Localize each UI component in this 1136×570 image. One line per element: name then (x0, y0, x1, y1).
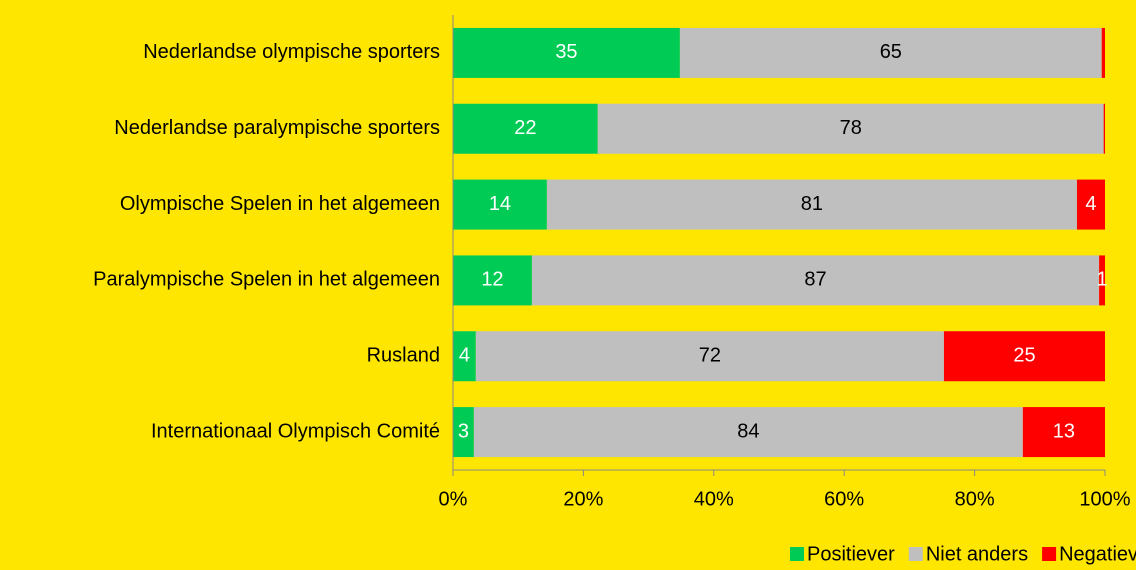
bar-segment (1103, 103, 1105, 154)
x-tick-label: 60% (824, 488, 864, 510)
x-tick-label: 0% (439, 488, 468, 510)
data-label: 4 (459, 345, 470, 367)
category-label: Olympische Spelen in het algemeen (120, 193, 440, 215)
bar-segment (1022, 407, 1105, 458)
x-tick-label: 100% (1079, 488, 1130, 510)
data-label: 1 (1097, 269, 1108, 291)
legend-swatch (790, 547, 804, 561)
bar-segment (1076, 179, 1105, 230)
bar-segment (473, 407, 1023, 458)
legend-swatch (908, 547, 923, 561)
data-label: 22 (514, 117, 536, 139)
data-label: 25 (1013, 345, 1035, 367)
bar-segment (597, 103, 1104, 154)
bar-segment (1101, 27, 1105, 78)
x-tick-label: 40% (694, 488, 734, 510)
category-label: Nederlandse olympische sporters (143, 41, 440, 63)
bar-segment (531, 255, 1100, 306)
bar-segment (453, 407, 474, 458)
data-label: 4 (1085, 193, 1096, 215)
x-tick-label: 20% (563, 488, 603, 510)
data-label: 84 (737, 420, 759, 442)
data-label: 14 (489, 193, 511, 215)
x-tick-label: 80% (955, 488, 995, 510)
bar-segment (453, 179, 547, 230)
bar-segment (679, 27, 1102, 78)
data-label: 13 (1053, 420, 1075, 442)
data-label: 12 (481, 269, 503, 291)
data-label: 81 (801, 193, 823, 215)
bar-segment (453, 255, 532, 306)
bar-segment (546, 179, 1077, 230)
data-label: 72 (699, 345, 721, 367)
legend-swatch (1042, 547, 1057, 561)
category-label: Internationaal Olympisch Comité (151, 420, 440, 442)
category-label: Nederlandse paralympische sporters (114, 117, 440, 139)
bar-segment (943, 331, 1105, 382)
bar-segment (453, 331, 476, 382)
data-label: 87 (804, 269, 826, 291)
bar-segment (453, 27, 680, 78)
data-label: 35 (555, 41, 577, 63)
data-label: 78 (840, 117, 862, 139)
legend-label: Niet anders (926, 543, 1028, 565)
legend-label: Positiever (807, 543, 895, 565)
data-label: 65 (880, 41, 902, 63)
category-label: Rusland (367, 345, 440, 367)
data-label: 3 (458, 420, 469, 442)
bar-segment (453, 103, 598, 154)
bar-segment (1099, 255, 1105, 306)
category-label: Paralympische Spelen in het algemeen (93, 269, 440, 291)
legend-label: Negatiever (1059, 543, 1136, 565)
bar-segment (475, 331, 944, 382)
